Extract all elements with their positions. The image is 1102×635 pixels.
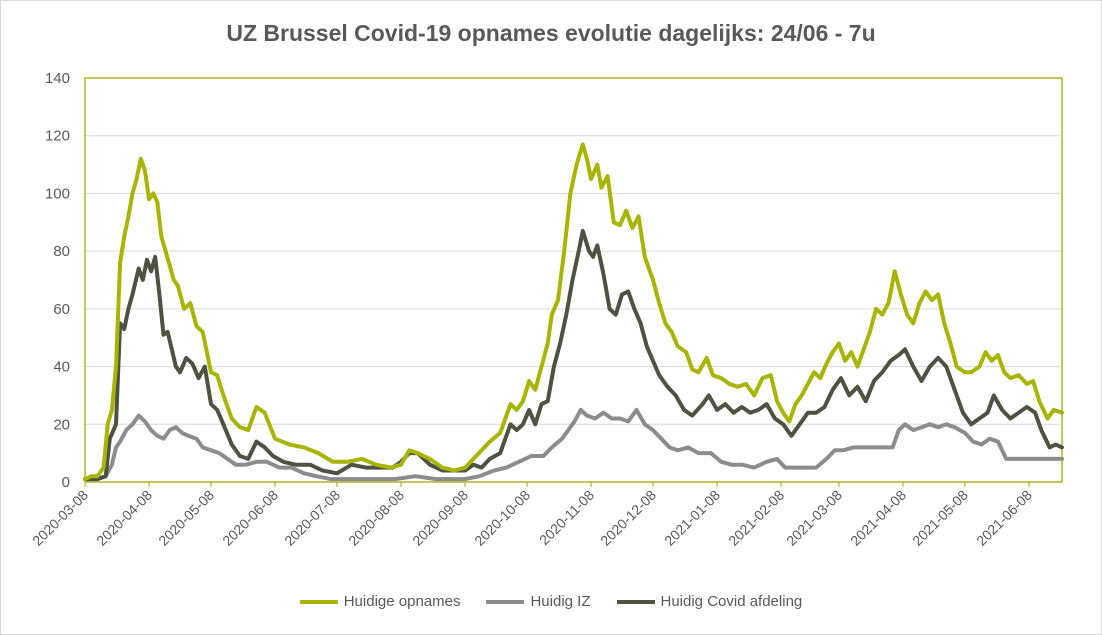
legend-swatch-huidig-iz	[486, 599, 525, 604]
y-tick-label-60: 60	[53, 301, 70, 318]
legend-label-huidig-covid-afdeling: Huidig Covid afdeling	[660, 593, 803, 610]
y-tick-label-120: 120	[45, 128, 70, 145]
y-tick-label-40: 40	[53, 359, 70, 376]
legend-item-huidig-iz: Huidig IZ	[486, 593, 591, 610]
y-tick-label-100: 100	[45, 185, 70, 202]
legend-item-huidig-covid-afdeling: Huidig Covid afdeling	[616, 593, 803, 610]
series-line-huidige-opnames	[83, 142, 1064, 482]
x-tick-label-2021-04-08: 2021-04-08	[847, 487, 909, 549]
legend-swatch-huidige-opnames	[299, 599, 338, 604]
x-tick-label-2020-09-08: 2020-09-08	[409, 487, 471, 549]
x-tick-label-2020-07-08: 2020-07-08	[281, 487, 343, 549]
x-tick-label-2020-10-08: 2020-10-08	[471, 487, 533, 549]
x-tick-label-2020-11-08: 2020-11-08	[536, 487, 597, 548]
x-tick-label-2020-08-08: 2020-08-08	[345, 487, 407, 549]
x-tick-label-2020-04-08: 2020-04-08	[93, 487, 155, 549]
x-tick-label-2021-05-08: 2021-05-08	[909, 487, 971, 549]
x-tick-label-2020-03-08: 2020-03-08	[29, 487, 91, 549]
series-line-huidig-covid-afdeling	[83, 228, 1064, 482]
x-tick-label-2020-05-08: 2020-05-08	[155, 487, 217, 549]
chart-legend: Huidige opnames Huidig IZ Huidig Covid a…	[0, 593, 1102, 610]
x-tick-label-2020-12-08: 2020-12-08	[597, 487, 659, 549]
y-tick-label-20: 20	[53, 416, 70, 433]
x-tick-label-2021-06-08: 2021-06-08	[973, 487, 1035, 549]
legend-swatch-huidig-covid-afdeling	[616, 599, 655, 604]
series-line-huidig-iz	[83, 407, 1064, 482]
x-tick-label-2020-06-08: 2020-06-08	[219, 487, 281, 549]
legend-label-huidig-iz: Huidig IZ	[530, 593, 591, 610]
y-tick-label-140: 140	[45, 70, 70, 87]
legend-label-huidige-opnames: Huidige opnames	[343, 593, 461, 610]
y-tick-label-0: 0	[62, 474, 70, 491]
x-tick-label-2021-03-08: 2021-03-08	[783, 487, 845, 549]
x-tick-label-2021-02-08: 2021-02-08	[725, 487, 787, 549]
legend-item-huidige-opnames: Huidige opnames	[299, 593, 461, 610]
y-tick-label-80: 80	[53, 243, 70, 260]
x-tick-label-2021-01-08: 2021-01-08	[661, 487, 723, 549]
chart-title: UZ Brussel Covid-19 opnames evolutie dag…	[226, 20, 876, 46]
plot-area-border	[84, 77, 1063, 483]
